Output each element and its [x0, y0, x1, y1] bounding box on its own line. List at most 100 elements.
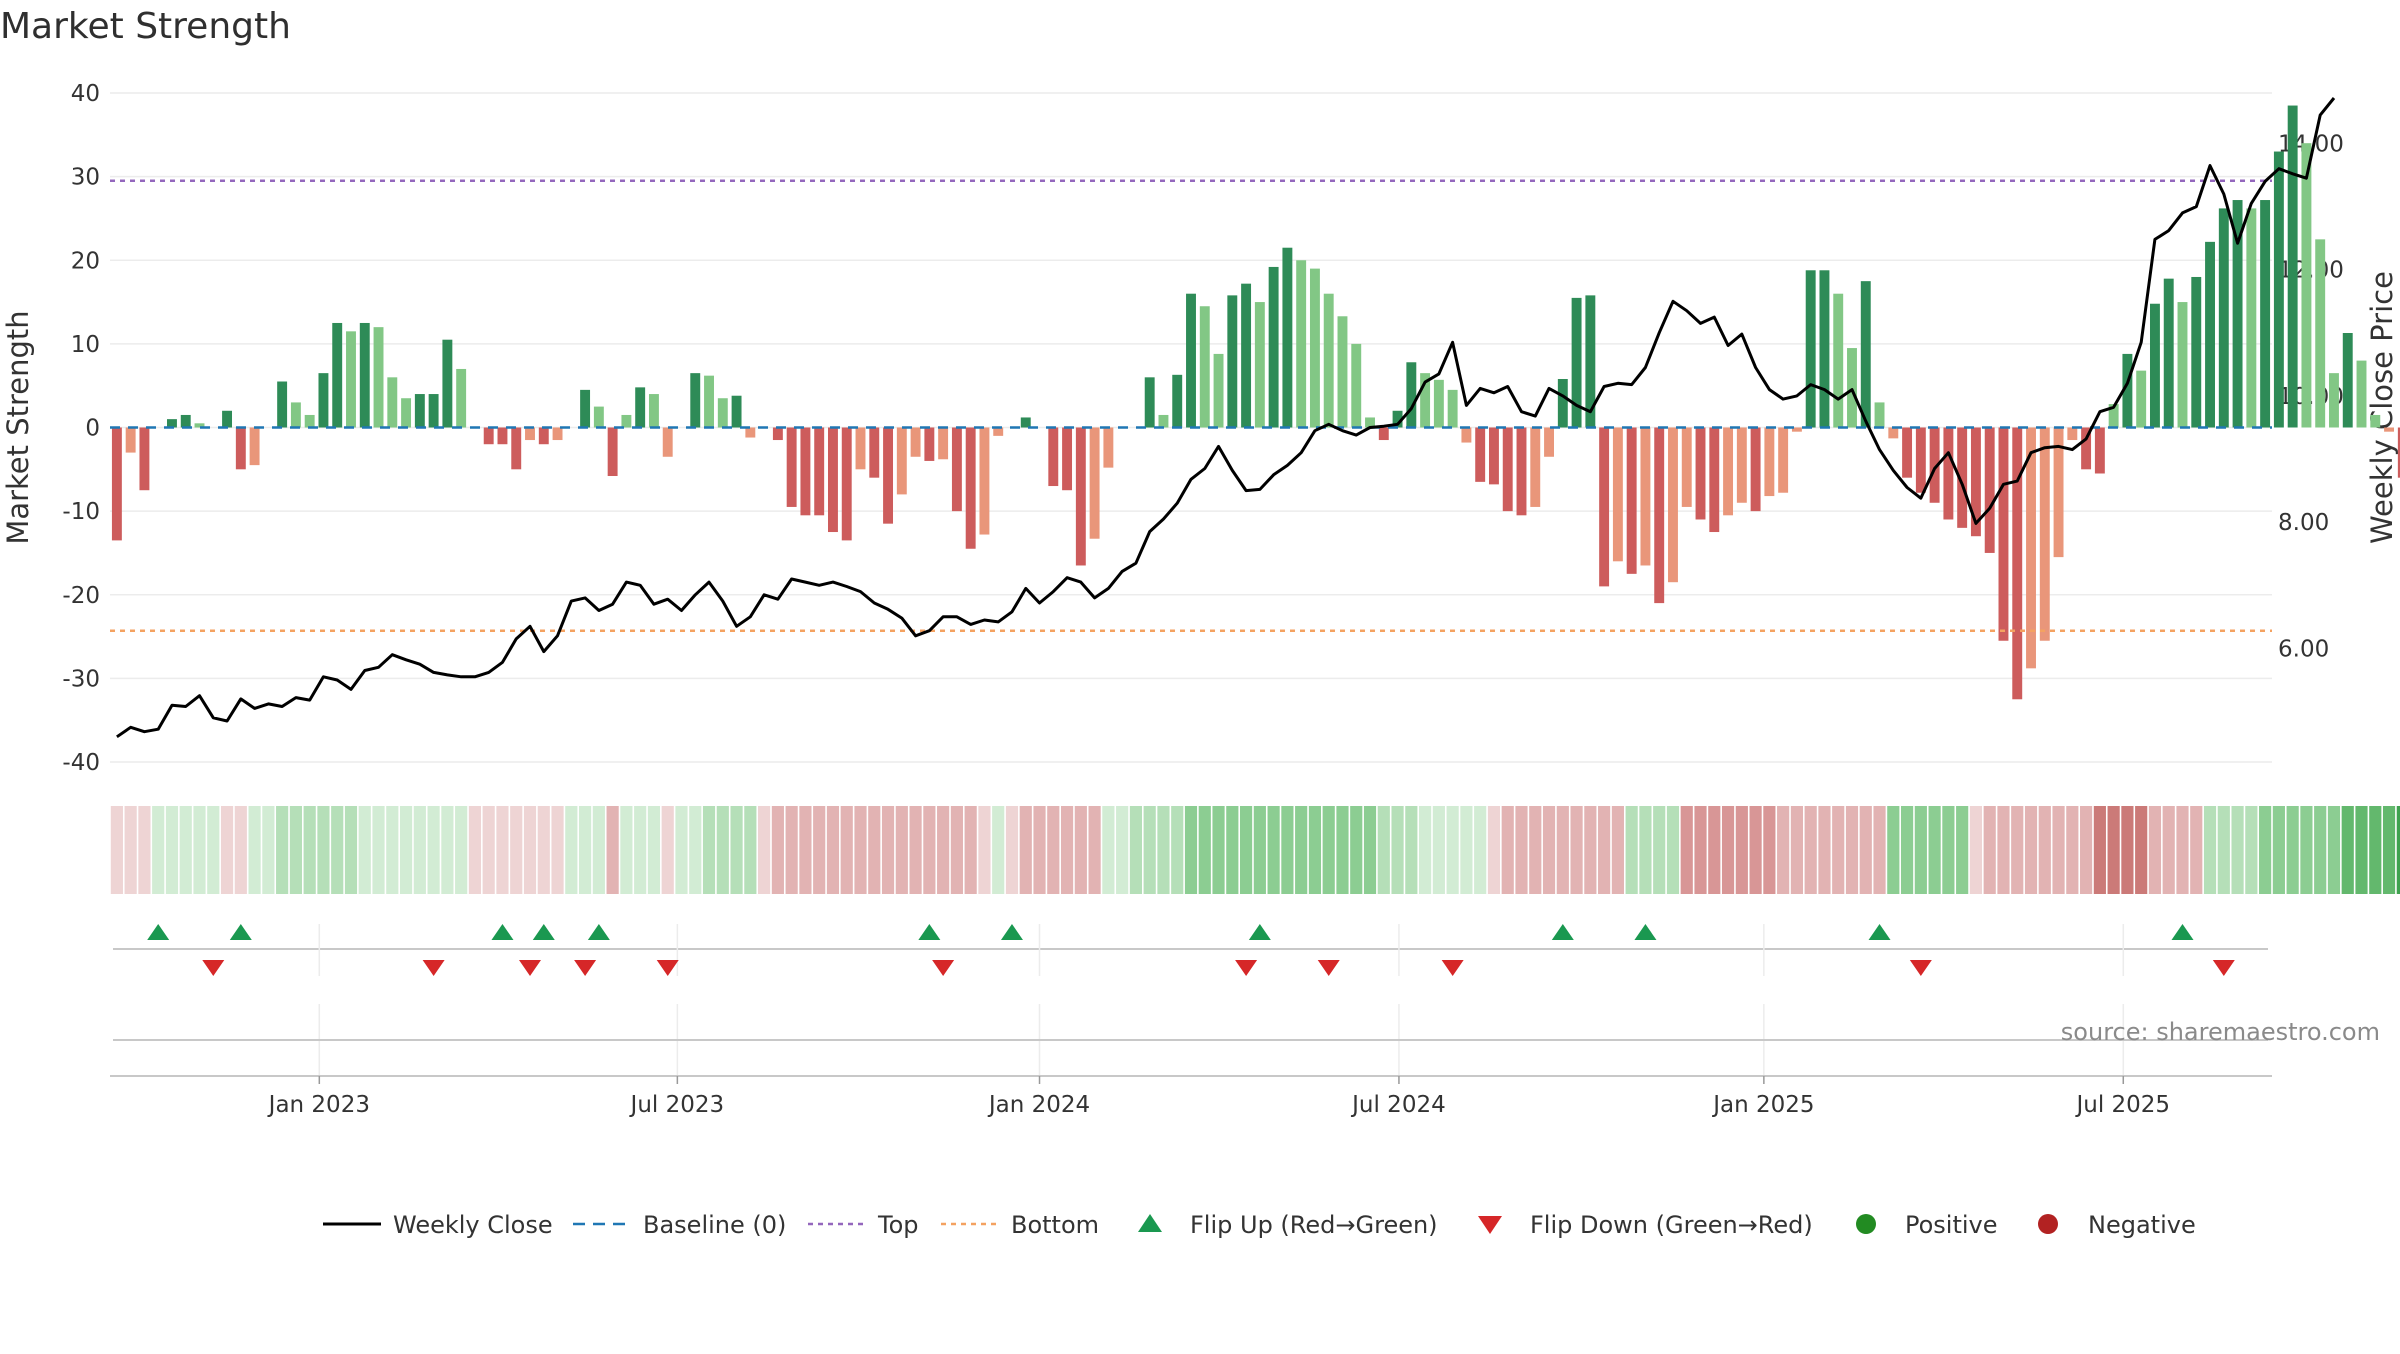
- strength-band-cell: [413, 806, 426, 894]
- bar-positive: [1199, 306, 1210, 428]
- bar-positive: [167, 419, 177, 428]
- strength-band-cell: [1611, 806, 1624, 894]
- strength-band-cell: [826, 806, 840, 894]
- strength-band-cell: [1419, 806, 1432, 894]
- bar-negative: [2397, 427, 2400, 478]
- bar-positive: [2342, 333, 2353, 428]
- strength-band-cell: [1033, 806, 1046, 894]
- legend-bottom-label: Bottom: [1011, 1211, 1099, 1239]
- bar-positive: [2246, 208, 2257, 428]
- weekly-close-line: [116, 97, 2336, 739]
- y-tick-label: 0: [85, 416, 100, 442]
- bar-negative: [1075, 427, 1086, 566]
- strength-band-cell: [138, 806, 151, 894]
- flip-down-marker: [932, 960, 955, 976]
- bar-positive: [2315, 239, 2326, 428]
- strength-band-cell: [276, 806, 289, 894]
- flip-up-marker: [2171, 924, 2194, 940]
- strength-band-cell: [1446, 806, 1459, 894]
- bar-negative: [1902, 427, 1913, 478]
- strength-band-cell: [1143, 806, 1156, 894]
- bar-negative: [1984, 427, 1995, 553]
- strength-band-cell: [1859, 806, 1872, 894]
- strength-band-cell: [1653, 806, 1666, 894]
- bar-negative: [855, 427, 866, 470]
- bar-negative: [1764, 427, 1775, 497]
- y-tick-label: -30: [62, 666, 100, 692]
- strength-band-cell: [950, 806, 963, 894]
- bar-positive: [1186, 293, 1196, 428]
- flip-up-marker: [587, 924, 610, 940]
- strength-band-cell: [2314, 806, 2327, 894]
- strength-band-cell: [537, 806, 550, 894]
- strength-band-cell: [730, 806, 743, 894]
- legend-flip-up-label: Flip Up (Red→Green): [1190, 1211, 1438, 1239]
- strength-band-cell: [1267, 806, 1280, 894]
- legend-positive-swatch: [1856, 1214, 1876, 1234]
- strength-band-cell: [1887, 806, 1900, 894]
- strength-band-cell: [744, 806, 757, 894]
- bar-negative: [1626, 427, 1637, 574]
- strength-band-cell: [2121, 806, 2134, 894]
- strength-band-cell: [386, 806, 399, 894]
- bar-positive: [1833, 293, 1844, 428]
- strength-band-cell: [1832, 806, 1845, 894]
- bar-positive: [2205, 241, 2215, 428]
- strength-band-cell: [468, 806, 482, 894]
- flip-up-marker: [1000, 924, 1023, 940]
- strength-band-cell: [1570, 806, 1583, 894]
- bar-positive: [648, 394, 659, 428]
- strength-band-cell: [510, 806, 523, 894]
- bar-negative: [1723, 427, 1734, 516]
- strength-band-cell: [1584, 806, 1597, 894]
- strength-band-cell: [1790, 806, 1803, 894]
- bar-negative: [249, 427, 260, 466]
- strength-band-cell: [840, 806, 853, 894]
- strength-band-cell: [1900, 806, 1914, 894]
- bar-positive: [1420, 373, 1431, 428]
- strength-band-cell: [799, 806, 812, 894]
- bar-positive: [373, 327, 384, 428]
- bar-negative: [745, 427, 756, 438]
- flip-up-marker: [1551, 924, 1574, 940]
- strength-band-cell: [1019, 806, 1032, 894]
- strength-band-cell: [1212, 806, 1225, 894]
- bar-negative: [1475, 427, 1486, 482]
- y-tick-label: -10: [62, 499, 100, 525]
- x-tick-label: Jan 2024: [987, 1092, 1090, 1118]
- strength-band-cell: [427, 806, 440, 894]
- strength-band-cell: [2052, 806, 2065, 894]
- strength-band-cell: [1363, 806, 1377, 894]
- bar-negative: [552, 427, 563, 441]
- strength-band-cell: [289, 806, 302, 894]
- bar-negative: [1681, 427, 1692, 507]
- flip-down-marker: [1317, 960, 1340, 976]
- bar-positive: [222, 410, 233, 428]
- bar-positive: [1365, 417, 1375, 428]
- bar-positive: [1406, 362, 1417, 428]
- bar-negative: [800, 427, 811, 516]
- strength-band-cell: [1281, 806, 1294, 894]
- flip-up-marker: [918, 924, 941, 940]
- strength-band-cell: [1721, 806, 1735, 894]
- bar-positive: [704, 375, 714, 428]
- strength-band-cell: [2396, 806, 2400, 894]
- strength-band-cell: [2162, 806, 2175, 894]
- strength-band-cell: [620, 806, 633, 894]
- strength-band-cell: [909, 806, 922, 894]
- bar-negative: [1544, 427, 1554, 457]
- legend-top-label: Top: [877, 1211, 919, 1239]
- bar-negative: [1970, 427, 1981, 537]
- strength-band-cell: [2382, 806, 2396, 894]
- strength-band-cell: [1708, 806, 1721, 894]
- bar-positive: [2356, 360, 2367, 428]
- strength-band-cell: [1005, 806, 1019, 894]
- bar-negative: [2012, 427, 2023, 700]
- bar-positive: [2232, 200, 2243, 428]
- strength-band-cell: [441, 806, 454, 894]
- bar-positive: [1337, 316, 1348, 428]
- bar-positive: [1805, 270, 1816, 428]
- bar-positive: [1213, 353, 1224, 428]
- bar-negative: [2067, 427, 2078, 441]
